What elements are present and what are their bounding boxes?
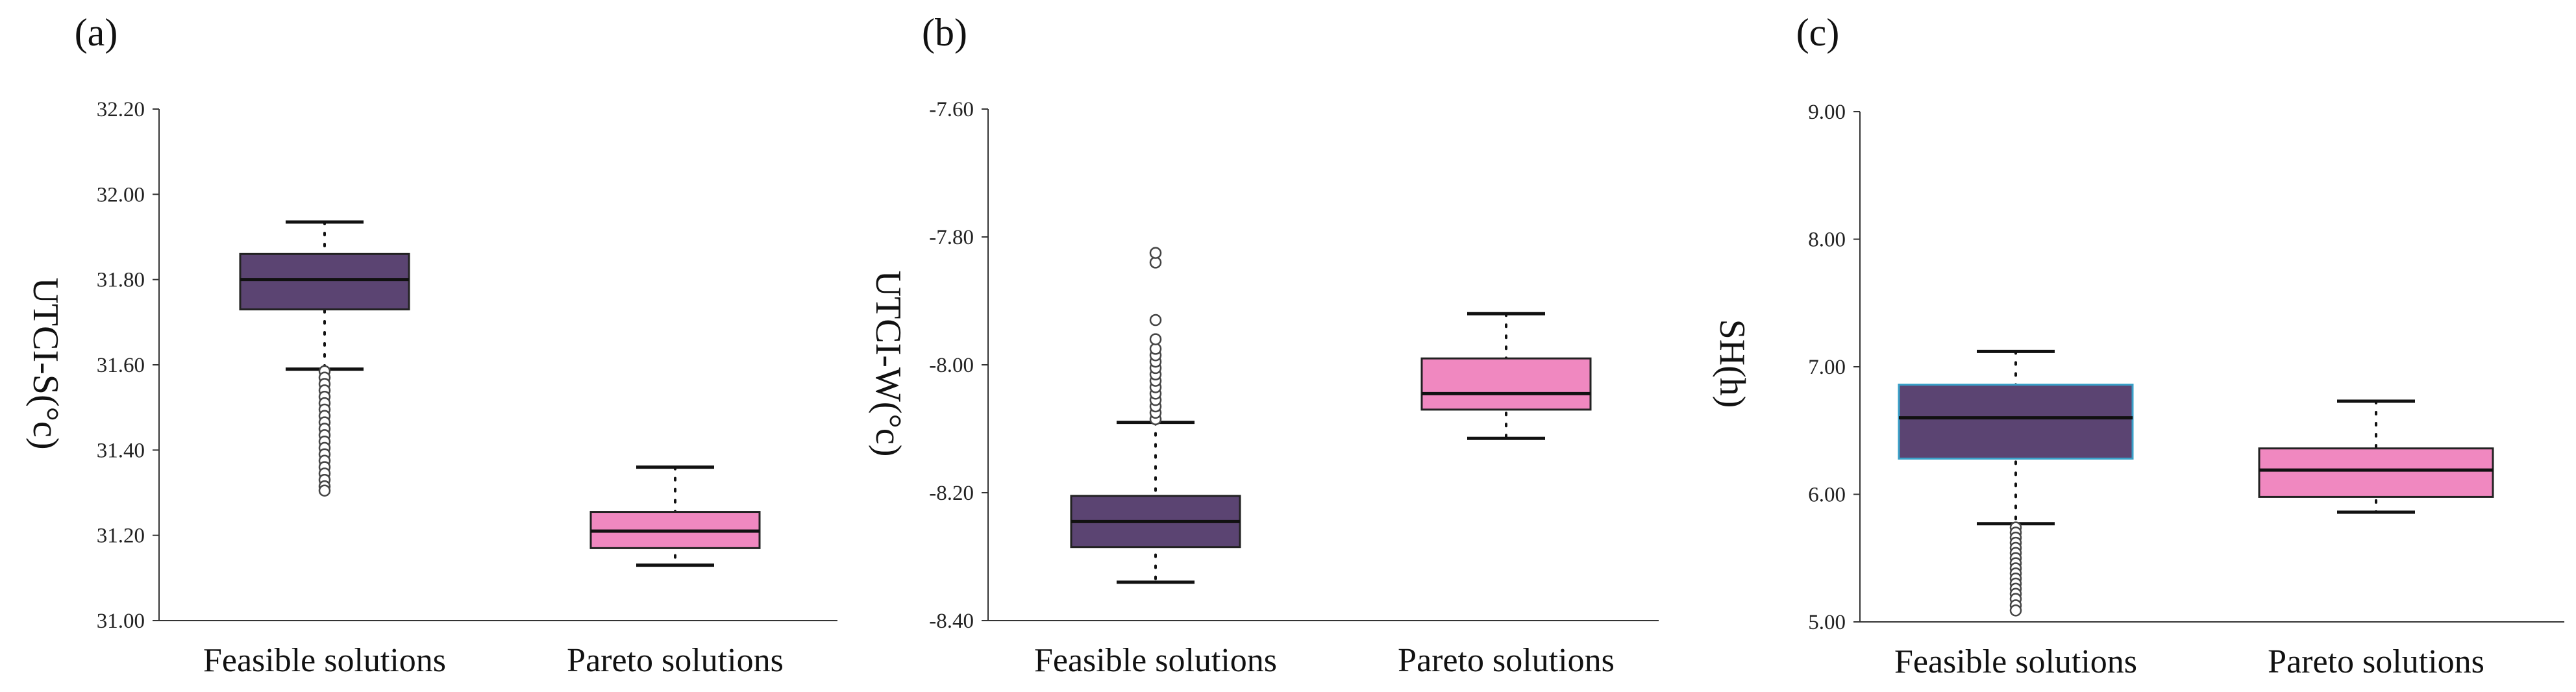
panel-a: (a) 31.00 31.20 31.40 31.60 31.80 32.00 32.20 UT… [25, 11, 837, 679]
y-tick-label: 31.60 [97, 354, 145, 377]
y-tick-label: 7.00 [1808, 356, 1846, 379]
feasible-box-group [239, 220, 410, 497]
box [1420, 357, 1592, 411]
outlier-point [318, 484, 331, 497]
y-tick-label: 6.00 [1808, 484, 1846, 507]
box [1898, 384, 2134, 460]
y-tick-label: 31.40 [97, 439, 145, 462]
y-tick-label: -8.00 [929, 354, 974, 377]
panel-c: (c) 5.00 6.00 7.00 8.00 9.00 SH(h) Feasible sol… [1712, 11, 2564, 680]
panel-b: (b) -8.40 -8.20 -8.00 -7.80 -7.60 UTCI-W(°c) Fe… [868, 11, 1659, 679]
feasible-box-group [1898, 349, 2134, 617]
x-category-label: Feasible solutions [203, 642, 446, 679]
panel-label: (b) [922, 11, 967, 54]
y-tick-label: 31.80 [97, 269, 145, 292]
x-category-label: Feasible solutions [1034, 642, 1277, 679]
outlier-point [1149, 247, 1162, 259]
box [239, 253, 410, 311]
y-tick-label: 5.00 [1808, 611, 1846, 634]
y-tick-label: -8.20 [929, 482, 974, 505]
y-tick-label: 32.00 [97, 183, 145, 206]
y-tick-label: 31.00 [97, 610, 145, 633]
y-axis-label: UTCI-S(°c) [25, 278, 66, 450]
y-tick-label: 9.00 [1808, 101, 1846, 124]
y-tick-label: -7.80 [929, 226, 974, 249]
feasible-box-group [1070, 247, 1241, 584]
y-tick-label: -7.60 [929, 98, 974, 121]
y-tick-label: 32.20 [97, 98, 145, 121]
y-tick-label: 8.00 [1808, 229, 1846, 252]
y-tick-label: -8.40 [929, 610, 974, 633]
panel-label: (a) [75, 11, 118, 54]
pareto-box-group [589, 465, 761, 567]
x-category-label: Pareto solutions [1398, 642, 1615, 679]
box [2258, 447, 2494, 498]
x-category-label: Feasible solutions [1894, 643, 2137, 680]
outlier-point [2009, 604, 2022, 617]
outlier-point [1149, 314, 1162, 327]
panel-label: (c) [1796, 11, 1840, 54]
y-tick-label: 31.20 [97, 525, 145, 548]
pareto-box-group [2258, 399, 2494, 514]
y-axis-label: SH(h) [1712, 319, 1752, 408]
x-category-label: Pareto solutions [567, 642, 784, 679]
y-axis-label: UTCI-W(°c) [868, 271, 908, 457]
outlier-point [1149, 333, 1162, 345]
pareto-box-group [1420, 312, 1592, 440]
x-category-label: Pareto solutions [2268, 643, 2484, 680]
